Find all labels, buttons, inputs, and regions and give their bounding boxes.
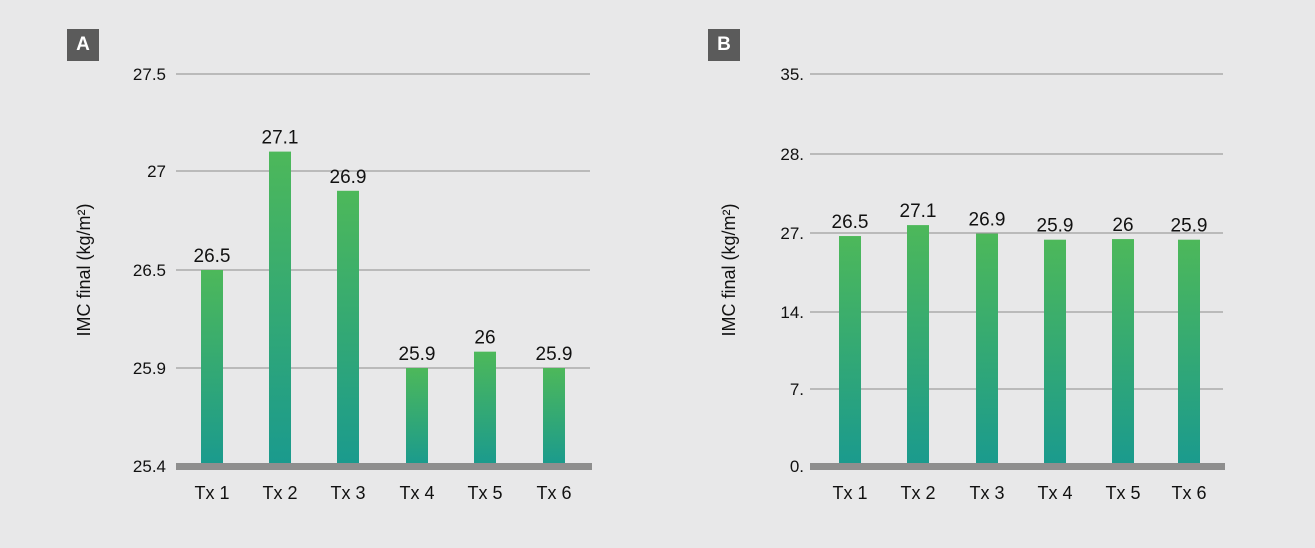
panel-b-baseline: [810, 463, 1225, 470]
panel-b-bar: [907, 225, 929, 466]
panel-a-data-label: 27.1: [262, 128, 299, 149]
panel-b-ytick-label: 0.: [790, 457, 804, 476]
panel-b-bar: [1044, 239, 1066, 466]
panel-a-bar: [201, 270, 223, 466]
panel-a-bar: [269, 151, 291, 466]
panel-a-data-label: 26.9: [330, 167, 367, 188]
panel-a-xtick-label: Tx 5: [467, 483, 502, 503]
panel-a-ytick-label: 25.4: [133, 457, 166, 476]
panel-b-xtick-label: Tx 6: [1171, 483, 1206, 503]
panel-a-data-label: 25.9: [536, 344, 573, 365]
panel-a-label: A: [67, 29, 99, 61]
panel-b-xtick-label: Tx 2: [900, 483, 935, 503]
panel-a-ytick-label: 25.9: [133, 359, 166, 378]
panel-b-ytick-label: 28.: [780, 145, 804, 164]
panel-b-bar: [1112, 239, 1134, 466]
panel-a-ytick-label: 26.5: [133, 261, 166, 280]
panel-b-xtick-label: Tx 5: [1105, 483, 1140, 503]
panel-a-bar: [543, 368, 565, 466]
panel-a-xtick-label: Tx 6: [536, 483, 571, 503]
panel-b-data-label: 26.5: [832, 212, 869, 233]
panel-a-ylabel: IMC final (kg/m²): [74, 203, 94, 336]
panel-a-ytick-label: 27.5: [133, 65, 166, 84]
panel-a-data-label: 26: [474, 328, 495, 349]
panel-b-data-label: 26: [1112, 215, 1133, 236]
panel-b-ytick-label: 35.: [780, 65, 804, 84]
panel-b-label: B: [708, 29, 740, 61]
panel-a-baseline: [176, 463, 592, 470]
panel-a-ytick-label: 27: [147, 162, 166, 181]
panel-a-xtick-label: Tx 3: [330, 483, 365, 503]
panel-a-bar: [474, 351, 496, 466]
panel-a-xtick-label: Tx 4: [399, 483, 434, 503]
panel-b-bar: [1178, 239, 1200, 466]
panel-a-data-label: 25.9: [399, 344, 436, 365]
panel-b-ytick-label: 7.: [790, 380, 804, 399]
panel-a-bar: [337, 190, 359, 467]
panel-a-data-label: 26.5: [194, 246, 231, 267]
panel-b-xtick-label: Tx 3: [969, 483, 1004, 503]
panel-b-data-label: 25.9: [1171, 216, 1208, 237]
panel-b-data-label: 27.1: [900, 201, 937, 222]
panel-b-data-label: 26.9: [969, 210, 1006, 231]
panel-a-xtick-label: Tx 1: [194, 483, 229, 503]
panel-a-xtick-label: Tx 2: [262, 483, 297, 503]
panel-b-ytick-label: 27.: [780, 224, 804, 243]
panel-b-data-label: 25.9: [1037, 216, 1074, 237]
panel-a-bar: [406, 368, 428, 466]
panel-b-ylabel: IMC final (kg/m²): [719, 203, 739, 336]
panel-b-bar: [839, 236, 861, 466]
panel-b-xtick-label: Tx 4: [1037, 483, 1072, 503]
panel-b-ytick-label: 14.: [780, 303, 804, 322]
panel-b-xtick-label: Tx 1: [832, 483, 867, 503]
panel-b-bar: [976, 233, 998, 466]
